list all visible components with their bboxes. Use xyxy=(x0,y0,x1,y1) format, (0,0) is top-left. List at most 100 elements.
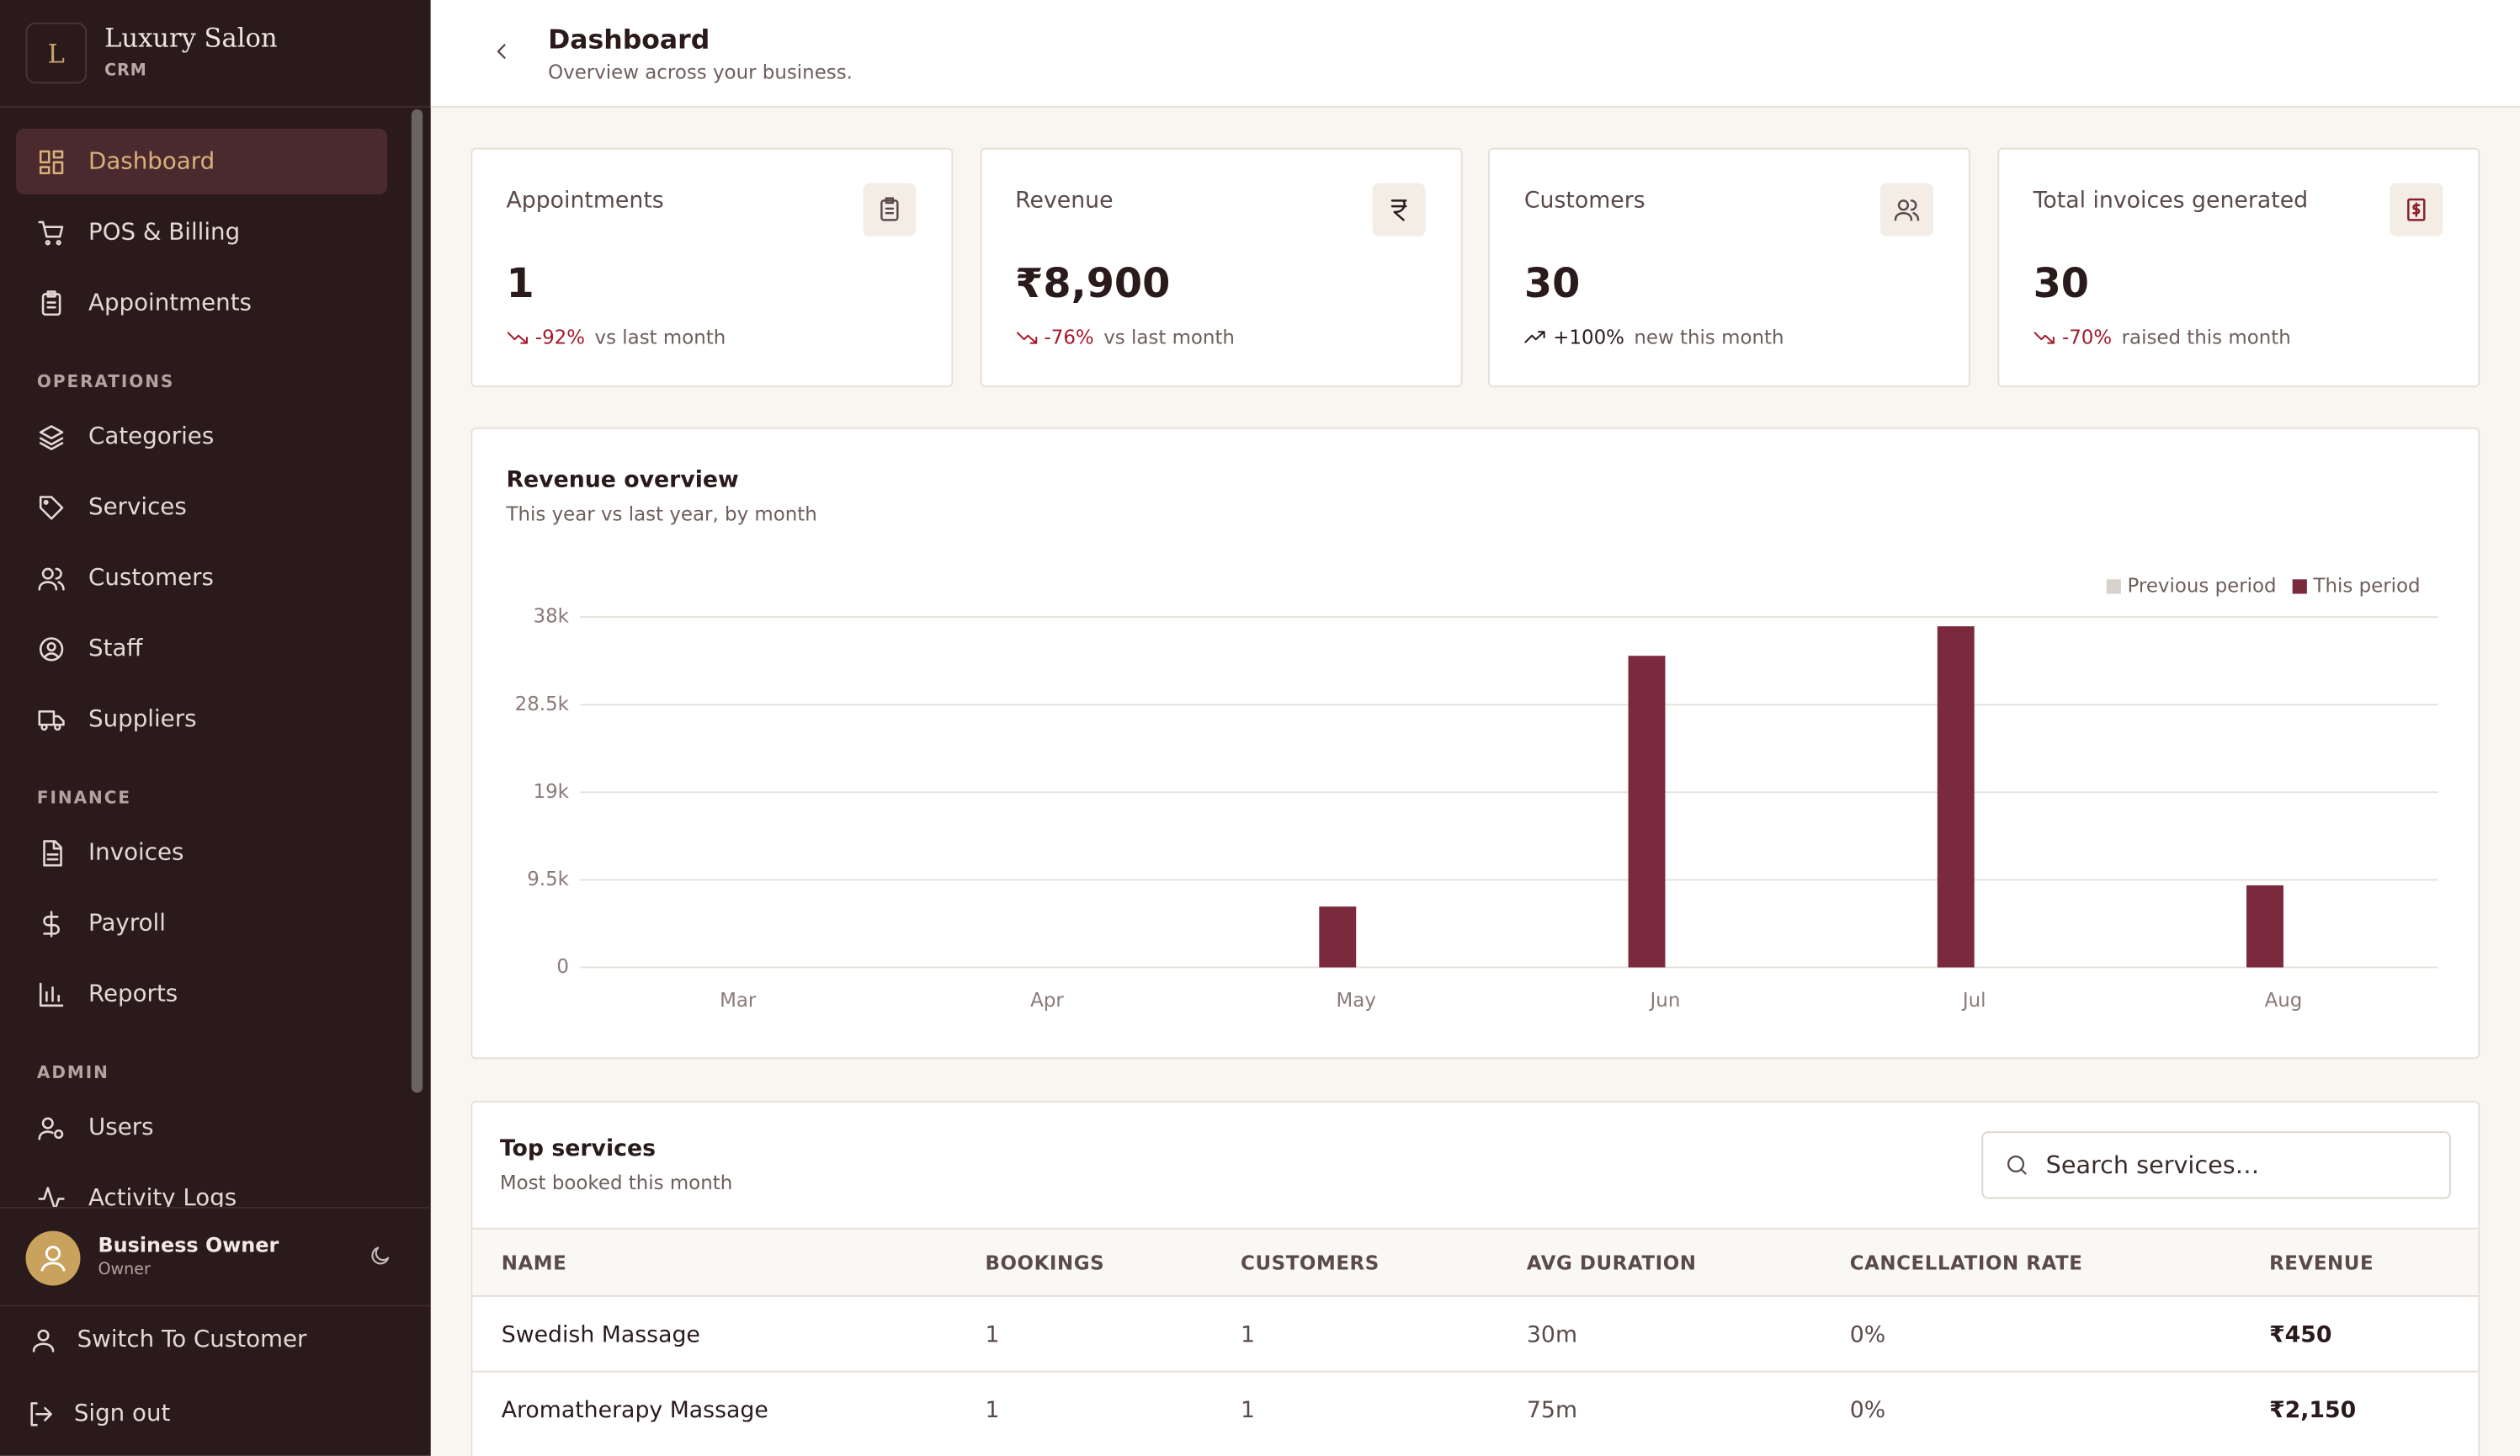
kpi-change: +100% new this month xyxy=(1524,326,1784,349)
kpi-note: new this month xyxy=(1634,326,1784,349)
icon xyxy=(38,566,65,590)
nav-label: Reports xyxy=(88,980,178,1007)
legend-swatch xyxy=(2106,579,2121,594)
table-cell: 1 xyxy=(1241,1397,1256,1423)
icon xyxy=(507,332,528,344)
icon xyxy=(1895,199,1920,221)
kpi-change-value: +100% xyxy=(1553,326,1624,349)
table-row[interactable]: Aromatherapy Massage 1 1 75m 0% ₹2,150 xyxy=(472,1370,2479,1448)
table-cell: Aromatherapy Massage xyxy=(501,1397,768,1423)
page-subtitle: Overview across your business. xyxy=(548,61,853,84)
theme-toggle[interactable] xyxy=(368,1244,392,1274)
kpi-change: -76% vs last month xyxy=(1015,326,1235,349)
avatar-icon xyxy=(40,1246,66,1272)
kpi-value: 30 xyxy=(1523,260,1581,307)
kpi-change-value: -92% xyxy=(534,326,586,349)
kpi-value: 30 xyxy=(2033,260,2090,307)
kpi-card: Appointments 1 -92% vs last month xyxy=(471,147,954,388)
nav-item[interactable]: Reports xyxy=(16,961,387,1027)
icon xyxy=(30,1402,52,1427)
kpi-card: Customers 30 +100% new this month xyxy=(1488,147,1971,388)
sidebar: L Luxury Salon CRM Dashboard POS & Billing Ap… xyxy=(0,0,431,1456)
table-card: Top services Most booked this month Search… xyxy=(471,1100,2480,1456)
kpi-note: vs last month xyxy=(1103,326,1235,349)
table-cell: ₹2,150 xyxy=(2269,1397,2357,1423)
icon xyxy=(32,1329,55,1352)
column-header: REVENUE xyxy=(2269,1251,2374,1275)
x-tick-label: Jun xyxy=(1649,990,1681,1012)
nav-item[interactable]: Users xyxy=(16,1094,387,1160)
icon xyxy=(2034,332,2055,344)
legend-label: This period xyxy=(2312,575,2420,597)
kpi-label: Appointments xyxy=(506,188,664,214)
nav-label: Activity Logs xyxy=(88,1185,237,1207)
nav-item[interactable]: Activity Logs xyxy=(16,1165,387,1207)
nav-item[interactable]: Appointments xyxy=(16,270,387,336)
nav-label: Categories xyxy=(88,423,215,449)
search-placeholder: Search services… xyxy=(2045,1150,2260,1180)
table-header: NAME BOOKINGS CUSTOMERS AVG DURATION CANCELL… xyxy=(472,1227,2479,1297)
search-input[interactable]: Search services… xyxy=(1981,1131,2451,1199)
scrollbar xyxy=(411,109,423,1093)
table-cell: 75m xyxy=(1526,1397,1577,1423)
column-header: CANCELLATION RATE xyxy=(1849,1251,2083,1275)
nav-item[interactable]: Dashboard xyxy=(16,128,388,195)
icon xyxy=(1390,199,1406,221)
nav: Dashboard POS & Billing Appointments OPERAT… xyxy=(0,106,405,1207)
kpi-card: Revenue ₹8,900 -76% vs last month xyxy=(980,147,1462,388)
icon xyxy=(43,910,60,937)
chart-subtitle: This year vs last year, by month xyxy=(506,502,817,526)
nav-item[interactable]: Suppliers xyxy=(16,686,387,752)
icon xyxy=(371,1246,390,1265)
table-row[interactable]: Swedish Massage 1 1 30m 0% ₹450 xyxy=(472,1294,2479,1373)
kpi-label: Customers xyxy=(1523,188,1645,214)
legend-label: Previous period xyxy=(2128,575,2277,597)
icon xyxy=(38,709,65,731)
kpi-icon xyxy=(2390,183,2443,236)
nav-label: Appointments xyxy=(88,290,252,316)
nav-item[interactable]: Services xyxy=(16,474,387,539)
back-button[interactable] xyxy=(488,39,514,71)
nav-item[interactable]: Staff xyxy=(16,615,387,681)
icon xyxy=(41,290,61,316)
column-header: NAME xyxy=(501,1251,567,1275)
nav-item[interactable]: Customers xyxy=(16,545,387,610)
nav-label: Payroll xyxy=(88,910,166,937)
bar xyxy=(1319,906,1357,968)
kpi-icon xyxy=(863,183,917,236)
icon xyxy=(39,636,64,661)
icon xyxy=(43,839,62,866)
footer-link[interactable]: Switch To Customer xyxy=(29,1326,306,1354)
kpi-change: -70% raised this month xyxy=(2034,326,2291,349)
nav-label: Invoices xyxy=(88,839,184,866)
table-cell: 0% xyxy=(1849,1321,1886,1348)
nav-item[interactable]: Categories xyxy=(16,403,387,469)
y-tick-label: 38k xyxy=(534,606,570,628)
nav-item[interactable]: Invoices xyxy=(16,820,387,885)
icon xyxy=(2407,198,2426,221)
column-header: CUSTOMERS xyxy=(1241,1251,1380,1275)
icon xyxy=(39,149,64,174)
footer-link[interactable]: Sign out xyxy=(26,1400,170,1428)
kpi-change-value: -70% xyxy=(2061,326,2113,349)
logo: L xyxy=(25,22,88,84)
icon xyxy=(39,981,64,1007)
nav-item[interactable]: Payroll xyxy=(16,890,387,956)
y-tick-label: 0 xyxy=(556,956,569,978)
user-role: Owner xyxy=(98,1261,151,1279)
table-cell: 1 xyxy=(985,1397,1000,1423)
nav-label: POS & Billing xyxy=(88,219,241,246)
user-box: Business Owner Owner xyxy=(0,1206,431,1307)
nav-item[interactable]: POS & Billing xyxy=(16,199,387,265)
nav-label: Users xyxy=(88,1114,154,1140)
kpi-label: Revenue xyxy=(1015,188,1114,214)
brand: L Luxury Salon CRM xyxy=(0,0,431,108)
icon xyxy=(38,220,64,245)
brand-sub: CRM xyxy=(104,62,147,81)
icon xyxy=(38,1186,65,1207)
kpi-change-value: -76% xyxy=(1044,326,1094,349)
table-cell: 1 xyxy=(1241,1321,1256,1348)
legend-swatch xyxy=(2292,579,2307,594)
table-title: Top services xyxy=(499,1135,657,1162)
